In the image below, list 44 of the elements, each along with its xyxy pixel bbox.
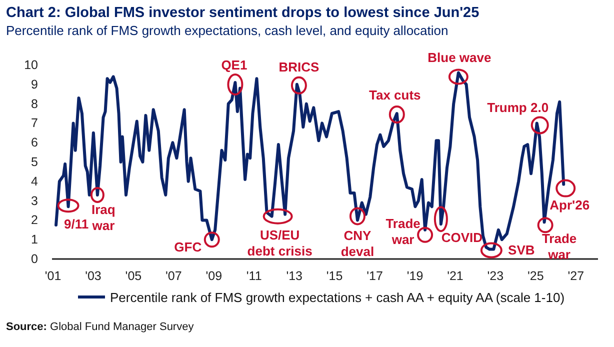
annotation: Blue wave <box>428 50 492 65</box>
y-tick-label: 2 <box>31 213 38 228</box>
annotation: US/EU debt crisis <box>247 227 312 258</box>
y-tick-label: 6 <box>31 136 38 150</box>
x-tick-label: '23 <box>487 268 504 283</box>
y-tick-label: 9 <box>31 77 38 92</box>
source-note: Source: Global Fund Manager Survey <box>6 321 194 333</box>
x-tick-label: '27 <box>568 268 584 283</box>
x-tick-label: '15 <box>326 268 343 283</box>
y-tick-label: 0 <box>31 252 38 266</box>
annotation: SVB <box>508 242 535 258</box>
annotation: Tax cuts <box>369 88 421 102</box>
x-tick-label: '17 <box>366 268 383 283</box>
annotation: Trump 2.0 <box>487 100 549 116</box>
y-tick-label: 7 <box>31 116 38 130</box>
annotation: COVID <box>441 230 483 246</box>
x-tick-label: '13 <box>286 268 303 283</box>
x-tick-label: '25 <box>528 268 544 283</box>
x-tick-label: '01 <box>44 268 62 283</box>
chart-title: Chart 2: Global FMS investor sentiment drops to lowest since Jun'25 <box>6 5 480 21</box>
annotation: Trade war <box>542 231 577 262</box>
chart-subtitle: Percentile rank of FMS growth expectations, cash level, and equity allocation <box>6 23 448 38</box>
y-tick-label: 8 <box>31 96 38 111</box>
annotation: GFC <box>174 240 202 255</box>
annotation: CNY deval <box>340 228 374 260</box>
x-tick-label: '07 <box>166 268 182 283</box>
y-tick-label: 3 <box>31 194 38 208</box>
y-tick-label: 10 <box>24 58 38 72</box>
x-tick-label: '03 <box>85 268 102 283</box>
x-tick-label: '09 <box>206 268 222 283</box>
annotation: QE1 <box>221 57 248 72</box>
x-tick-label: '11 <box>246 268 262 283</box>
annotation: BRICS <box>278 59 320 74</box>
y-tick-label: 1 <box>31 232 38 247</box>
annotation: Apr'26 <box>550 197 590 212</box>
annotation: Trade war <box>386 216 420 247</box>
x-tick-label: '05 <box>125 268 142 283</box>
legend-label: Percentile rank of FMS growth expectations + cash AA + equity AA (scale 1-10) <box>110 290 565 305</box>
x-tick-label: '19 <box>406 268 424 283</box>
annotation: 9/11 <box>64 216 89 232</box>
x-tick-label: '21 <box>447 268 464 283</box>
annotation: Iraq war <box>91 202 116 233</box>
y-tick-label: 4 <box>31 174 38 188</box>
y-tick-label: 5 <box>31 155 38 169</box>
